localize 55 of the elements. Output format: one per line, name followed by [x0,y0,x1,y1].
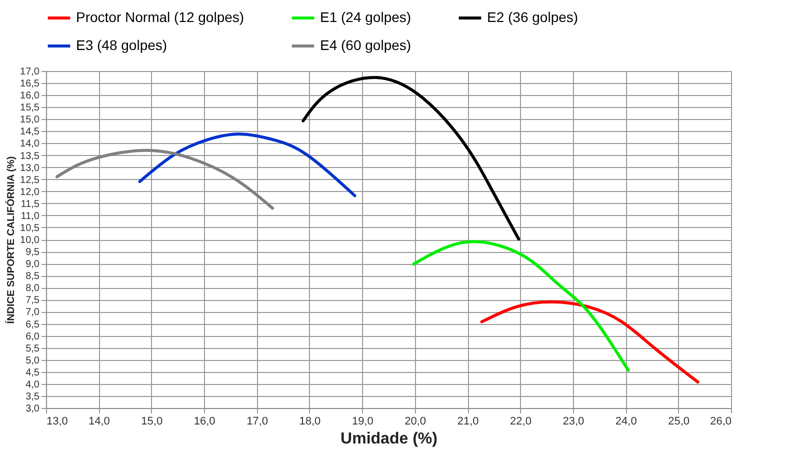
y-tick-label: 11,0 [20,210,40,222]
line-series [138,132,356,198]
y-tick-label: 12,5 [20,174,40,186]
y-tick-label: 12,0 [20,186,40,198]
y-axis-title: ÍNDICE SUPORTE CALIFÓRNIA (%) [5,156,18,324]
y-tick-label: 5,5 [26,343,40,354]
y-tick-label: 8,0 [26,283,40,294]
y-tick-label: 11,5 [20,198,40,210]
legend-label: E1 (24 golpes) [320,9,412,25]
x-tick-label: 14,0 [88,416,110,428]
line-series [302,76,520,241]
x-tick-label: 16,0 [194,416,216,428]
y-tick-label: 17,0 [20,66,40,78]
y-tick-label: 5,0 [26,355,40,366]
y-tick-label: 6,0 [26,331,40,342]
legend-label: E4 (60 golpes) [320,37,412,53]
x-tick-label: 20,0 [404,416,426,428]
y-tick-label: 14,5 [20,126,40,138]
y-tick-label: 6,5 [26,319,40,330]
line-series [412,240,630,372]
y-tick-label: 9,5 [26,247,40,258]
y-tick-label: 10,0 [20,235,40,246]
y-tick-label: 13,5 [20,150,40,162]
y-tick-label: 7,5 [26,295,40,306]
x-tick-label: 21,0 [457,416,479,428]
x-tick-label: 15,0 [141,416,163,428]
y-tick-label: 4,0 [26,379,40,390]
line-series [480,300,700,384]
x-tick-label: 26,0 [710,416,732,428]
y-tick-label: 15,0 [20,114,40,126]
y-tick-label: 16,5 [20,78,40,90]
legend-label: E2 (36 golpes) [487,9,578,25]
x-tick-label: 17,0 [246,416,268,428]
y-tick-label: 14,0 [20,138,40,150]
legend-label: Proctor Normal (12 golpes) [76,9,244,25]
x-tick-label: 24,0 [615,416,637,428]
y-tick-label: 4,5 [26,367,40,378]
x-axis-title: Umidade (%) [340,430,438,448]
y-tick-label: 16,0 [20,90,40,102]
x-tick-label: 23,0 [562,416,584,428]
x-tick-label: 19,0 [352,416,374,428]
y-tick-label: 3,0 [26,404,40,414]
legend-label: E3 (48 golpes) [76,37,168,53]
y-tick-label: 8,5 [26,271,40,282]
y-tick-label: 10,5 [20,222,40,234]
x-tick-label: 13,0 [46,416,68,428]
y-tick-label: 3,5 [26,391,40,402]
x-tick-label: 22,0 [510,416,532,428]
y-tick-label: 15,5 [20,102,40,114]
y-tick-label: 13,0 [20,162,40,174]
x-tick-label: 18,0 [299,416,321,428]
x-tick-label: 25,0 [668,416,690,428]
y-tick-label: 9,0 [26,259,40,270]
line-series [56,148,274,210]
y-tick-label: 7,0 [26,307,40,318]
